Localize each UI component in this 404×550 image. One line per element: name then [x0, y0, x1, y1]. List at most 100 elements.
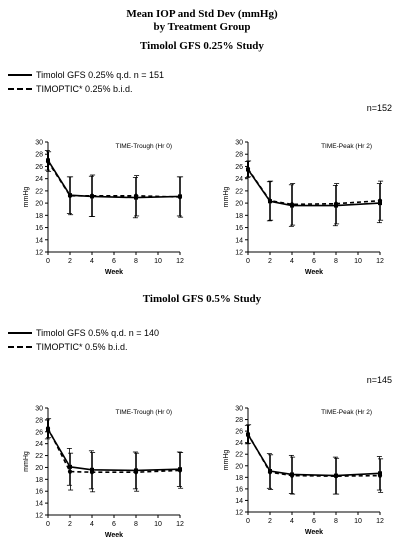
- y-tick-label: 28: [235, 152, 243, 159]
- solid-series-line: [47, 428, 181, 472]
- legend-item-solid: Timolol GFS 0.5% q.d. n = 140: [8, 326, 159, 340]
- data-point: [245, 166, 251, 171]
- y-tick-label: 12: [235, 510, 243, 517]
- y-tick-label: 26: [35, 164, 43, 171]
- data-point: [267, 198, 273, 203]
- chart-subtitle: TIME-Trough (Hr 0): [116, 409, 172, 416]
- y-tick-label: 26: [235, 429, 243, 436]
- data-point: [378, 471, 382, 476]
- study2-n-label: n=145: [366, 375, 392, 385]
- data-point: [133, 193, 139, 198]
- data-point: [133, 470, 139, 475]
- data-point: [45, 426, 51, 431]
- x-tick-label: 6: [112, 258, 116, 265]
- x-axis-label: Week: [105, 269, 123, 276]
- x-tick-label: 2: [68, 521, 72, 528]
- study2-title: Timolol GFS 0.5% Study: [142, 293, 262, 305]
- y-tick-label: 24: [235, 440, 243, 447]
- x-tick-label: 4: [90, 258, 94, 265]
- data-point: [289, 473, 295, 478]
- legend-item-dashed: TIMOPTIC* 0.25% b.i.d.: [8, 82, 164, 96]
- x-axis-label: Week: [305, 269, 323, 276]
- series-dashed: [45, 418, 184, 493]
- y-tick-label: 16: [35, 225, 43, 232]
- y-tick-label: 12: [235, 250, 243, 257]
- series-dashed: [45, 151, 184, 218]
- data-point: [289, 202, 295, 207]
- x-tick-label: 0: [46, 258, 50, 265]
- dashed-series-line: [247, 168, 381, 206]
- data-point: [333, 201, 339, 206]
- y-tick-label: 24: [235, 176, 243, 183]
- series-dashed: [245, 160, 384, 226]
- y-tick-label: 18: [235, 213, 243, 220]
- x-tick-label: 12: [376, 258, 384, 265]
- y-tick-label: 18: [235, 475, 243, 482]
- x-tick-label: 12: [376, 518, 384, 525]
- x-tick-label: 10: [154, 521, 162, 528]
- y-tick-label: 14: [35, 237, 43, 244]
- y-tick-label: 30: [35, 406, 43, 413]
- study1-n-label: n=152: [366, 103, 392, 113]
- legend-label: Timolol GFS 0.25% q.d. n = 151: [36, 70, 164, 80]
- y-tick-label: 24: [35, 176, 43, 183]
- chart-title-line2: by Treatment Group: [153, 21, 251, 33]
- data-point: [377, 473, 383, 478]
- legend-item-solid: Timolol GFS 0.25% q.d. n = 151: [8, 68, 164, 82]
- study1-legend: Timolol GFS 0.25% q.d. n = 151 TIMOPTIC*…: [8, 68, 164, 96]
- x-tick-label: 10: [354, 518, 362, 525]
- dashed-series-line: [247, 433, 381, 477]
- x-tick-label: 8: [134, 521, 138, 528]
- y-tick-label: 12: [35, 250, 43, 257]
- data-point: [333, 474, 339, 479]
- y-tick-label: 30: [235, 140, 243, 147]
- x-axis-label: Week: [105, 532, 123, 539]
- x-tick-label: 0: [246, 518, 250, 525]
- y-tick-label: 16: [235, 225, 243, 232]
- y-tick-label: 28: [35, 417, 43, 424]
- y-tick-label: 22: [235, 452, 243, 459]
- solid-line-swatch: [8, 74, 32, 76]
- x-tick-label: 6: [112, 521, 116, 528]
- series-dashed: [245, 424, 384, 495]
- y-tick-label: 14: [35, 501, 43, 508]
- y-tick-label: 28: [35, 152, 43, 159]
- legend-item-dashed: TIMOPTIC* 0.5% b.i.d.: [8, 340, 159, 354]
- data-point: [45, 159, 51, 164]
- study1-title: Timolol GFS 0.25% Study: [140, 40, 264, 52]
- data-point: [68, 464, 72, 469]
- y-tick-label: 16: [35, 489, 43, 496]
- y-tick-label: 14: [235, 498, 243, 505]
- y-tick-label: 18: [35, 477, 43, 484]
- y-tick-label: 30: [35, 140, 43, 147]
- dashed-line-swatch: [8, 346, 32, 348]
- y-tick-label: 22: [235, 188, 243, 195]
- chart-title-line1: Mean IOP and Std Dev (mmHg): [126, 8, 278, 20]
- y-axis-label: mmHg: [23, 187, 30, 208]
- y-tick-label: 18: [35, 213, 43, 220]
- x-tick-label: 12: [176, 258, 184, 265]
- solid-series-line: [247, 169, 381, 207]
- x-tick-label: 4: [290, 258, 294, 265]
- data-point: [67, 193, 73, 198]
- y-tick-label: 20: [235, 201, 243, 208]
- x-tick-label: 2: [268, 258, 272, 265]
- y-tick-label: 30: [235, 406, 243, 413]
- y-tick-label: 12: [35, 513, 43, 520]
- legend-label: TIMOPTIC* 0.5% b.i.d.: [36, 342, 128, 352]
- chart-subtitle: TIME-Peak (Hr 2): [321, 409, 372, 416]
- data-point: [67, 469, 73, 474]
- series-solid: [44, 150, 182, 219]
- x-tick-label: 10: [154, 258, 162, 265]
- y-axis-label: mmHg: [223, 187, 230, 208]
- x-tick-label: 2: [268, 518, 272, 525]
- y-axis-label: mmHg: [23, 451, 30, 472]
- solid-series-line: [247, 434, 381, 477]
- x-tick-label: 6: [312, 518, 316, 525]
- x-tick-label: 8: [134, 258, 138, 265]
- data-point: [245, 431, 251, 437]
